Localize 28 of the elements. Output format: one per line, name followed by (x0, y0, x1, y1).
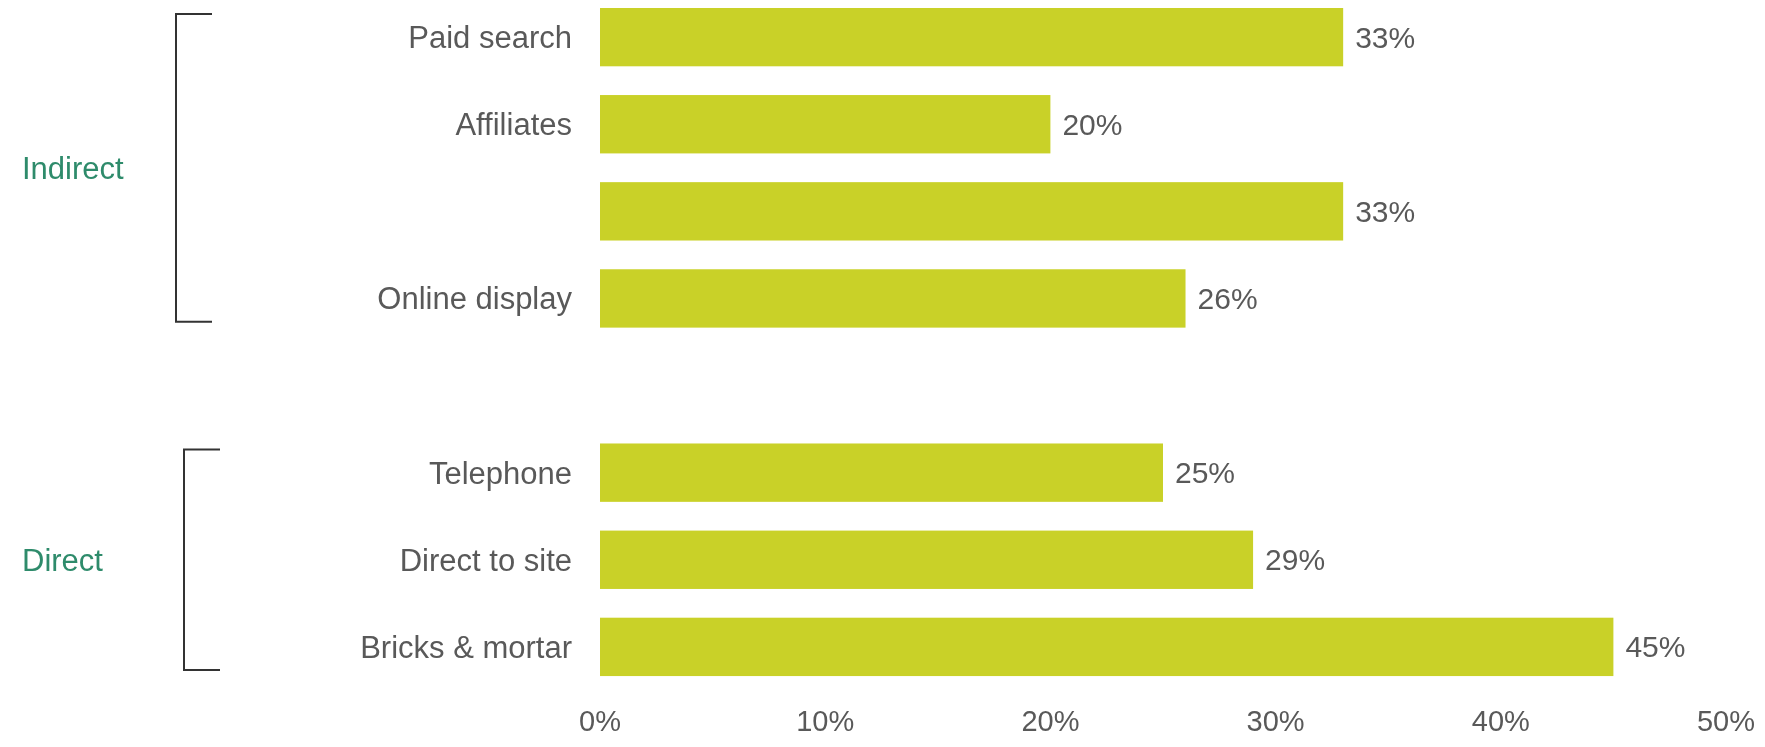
bar (600, 443, 1163, 502)
data-label: 29% (1265, 543, 1326, 577)
data-label: 26% (1197, 281, 1258, 315)
data-label: 45% (1625, 630, 1686, 664)
x-tick-label: 10% (796, 705, 855, 737)
text: Direct (22, 542, 104, 578)
y-tick-label: Bricks & mortar (360, 629, 572, 665)
bar (600, 617, 1614, 677)
x-tick-label: 30% (1246, 705, 1305, 737)
y-tick-label: Paid search (408, 19, 572, 55)
y-tick-label: Direct to site (399, 542, 572, 578)
bar (600, 530, 1254, 589)
data-label: 33% (1355, 194, 1416, 228)
data-label: 25% (1175, 456, 1236, 490)
y-tick-label: Online display (377, 281, 573, 317)
data-label: 20% (1062, 107, 1123, 141)
bar (600, 269, 1186, 328)
y-tick-label: Telephone (428, 455, 572, 491)
x-tick-label: 0% (579, 705, 621, 737)
data-label: 33% (1355, 20, 1416, 54)
x-tick-label: 50% (1696, 705, 1756, 737)
x-tick-label: 40% (1471, 705, 1530, 737)
x-tick-label: 20% (1021, 705, 1080, 737)
bar (600, 8, 1344, 67)
y-tick-label: Affiliates (455, 107, 572, 143)
bar (600, 95, 1051, 154)
bar (600, 182, 1344, 241)
text: Indirect (22, 150, 125, 186)
